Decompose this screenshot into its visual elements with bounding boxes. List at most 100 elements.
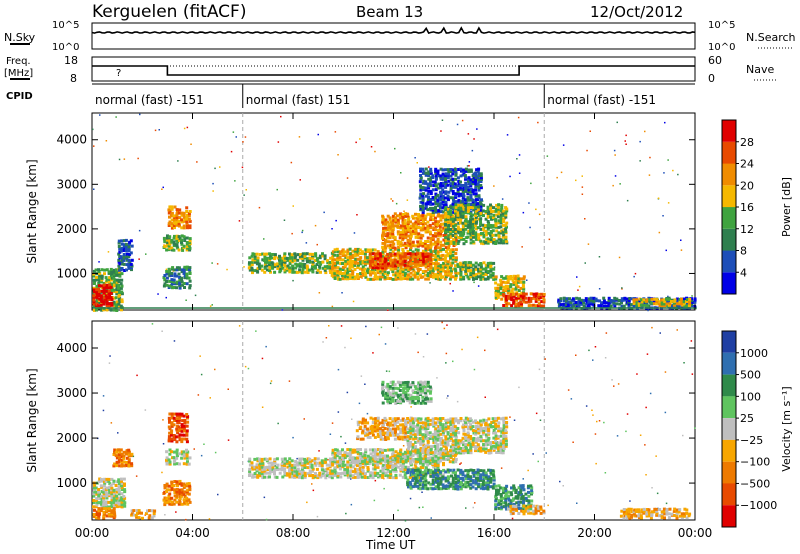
scatter-speck xyxy=(291,232,293,235)
data-cell xyxy=(402,425,406,429)
data-cell xyxy=(429,260,433,264)
data-cell xyxy=(341,272,344,275)
data-cell xyxy=(568,297,571,301)
data-cell xyxy=(465,188,469,192)
data-cell xyxy=(255,262,259,266)
data-cell xyxy=(412,437,416,441)
data-cell xyxy=(135,515,139,519)
data-cell xyxy=(444,190,448,194)
station-title: Kerguelen (fitACF) xyxy=(92,2,246,22)
data-cell xyxy=(434,192,438,196)
data-cell xyxy=(421,234,425,238)
data-cell xyxy=(427,172,431,176)
data-cell xyxy=(394,431,397,434)
data-cell xyxy=(178,497,182,501)
data-cell xyxy=(359,425,363,429)
data-cell xyxy=(452,198,455,202)
data-cell xyxy=(437,273,441,277)
data-cell xyxy=(369,273,373,277)
data-cell xyxy=(411,443,415,447)
data-cell xyxy=(486,263,490,267)
data-cell xyxy=(122,255,126,259)
data-cell xyxy=(421,181,425,185)
data-cell xyxy=(414,224,418,228)
data-cell xyxy=(334,454,338,458)
data-cell xyxy=(406,212,410,216)
data-cell xyxy=(602,299,606,303)
data-cell xyxy=(344,454,348,458)
data-cell xyxy=(117,302,121,306)
data-cell xyxy=(635,300,639,304)
data-cell xyxy=(326,467,330,471)
scatter-speck xyxy=(117,432,119,434)
data-cell xyxy=(117,252,121,256)
data-cell xyxy=(166,234,169,238)
scatter-speck xyxy=(506,134,509,136)
data-cell xyxy=(178,224,181,228)
data-cell xyxy=(492,216,495,219)
data-cell xyxy=(318,264,322,268)
data-cell xyxy=(424,228,428,232)
data-cell xyxy=(402,230,406,234)
data-cell xyxy=(459,167,463,171)
scatter-speck xyxy=(244,136,247,138)
data-cell xyxy=(565,304,569,308)
scatter-speck xyxy=(592,414,594,416)
data-cell xyxy=(469,187,473,191)
data-cell xyxy=(396,453,400,457)
data-cell xyxy=(165,244,169,248)
data-cell xyxy=(369,429,373,432)
data-cell xyxy=(479,217,483,221)
scatter-speck xyxy=(445,362,447,364)
data-cell xyxy=(349,452,353,456)
data-cell xyxy=(464,263,468,267)
data-cell xyxy=(393,262,397,266)
scatter-speck xyxy=(108,362,111,364)
data-cell xyxy=(117,260,121,264)
data-cell xyxy=(175,452,179,456)
scatter-speck xyxy=(562,485,564,487)
data-cell xyxy=(112,302,116,306)
data-cell xyxy=(368,252,372,256)
data-cell xyxy=(381,252,385,256)
data-cell xyxy=(389,240,393,244)
data-cell xyxy=(331,271,335,275)
data-cell xyxy=(178,490,182,494)
data-cell xyxy=(436,186,440,190)
data-cell xyxy=(311,474,315,477)
scatter-speck xyxy=(518,154,521,156)
data-cell xyxy=(343,467,347,471)
data-cell xyxy=(386,431,390,434)
data-cell xyxy=(280,457,284,461)
data-cell xyxy=(404,460,408,464)
data-cell xyxy=(396,218,400,222)
data-cell xyxy=(104,490,108,494)
data-cell xyxy=(454,257,458,261)
data-cell xyxy=(472,231,475,235)
data-cell xyxy=(471,180,475,184)
data-cell xyxy=(393,421,397,425)
data-cell xyxy=(376,419,380,423)
data-cell xyxy=(409,254,413,258)
data-cell xyxy=(338,267,342,271)
data-cell xyxy=(99,484,103,488)
data-cell xyxy=(411,445,415,449)
data-cell xyxy=(356,464,359,467)
data-cell xyxy=(377,448,381,451)
scatter-speck xyxy=(548,238,551,241)
data-cell xyxy=(454,256,458,260)
data-cell xyxy=(446,260,450,264)
data-cell xyxy=(110,514,114,518)
data-cell xyxy=(361,437,365,441)
data-cell xyxy=(479,273,483,277)
data-cell xyxy=(535,298,539,301)
data-cell xyxy=(120,246,124,250)
data-cell xyxy=(496,295,500,299)
data-cell xyxy=(109,267,113,271)
data-cell xyxy=(421,242,425,245)
data-cell xyxy=(344,275,348,279)
data-cell xyxy=(172,240,176,244)
data-cell xyxy=(331,255,335,259)
freq-unit-label: [MHz] xyxy=(4,68,33,79)
data-cell xyxy=(356,448,360,451)
